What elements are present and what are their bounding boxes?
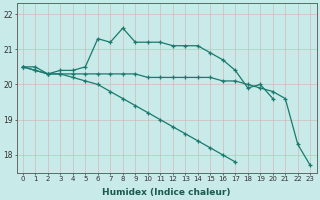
X-axis label: Humidex (Indice chaleur): Humidex (Indice chaleur) [102,188,231,197]
